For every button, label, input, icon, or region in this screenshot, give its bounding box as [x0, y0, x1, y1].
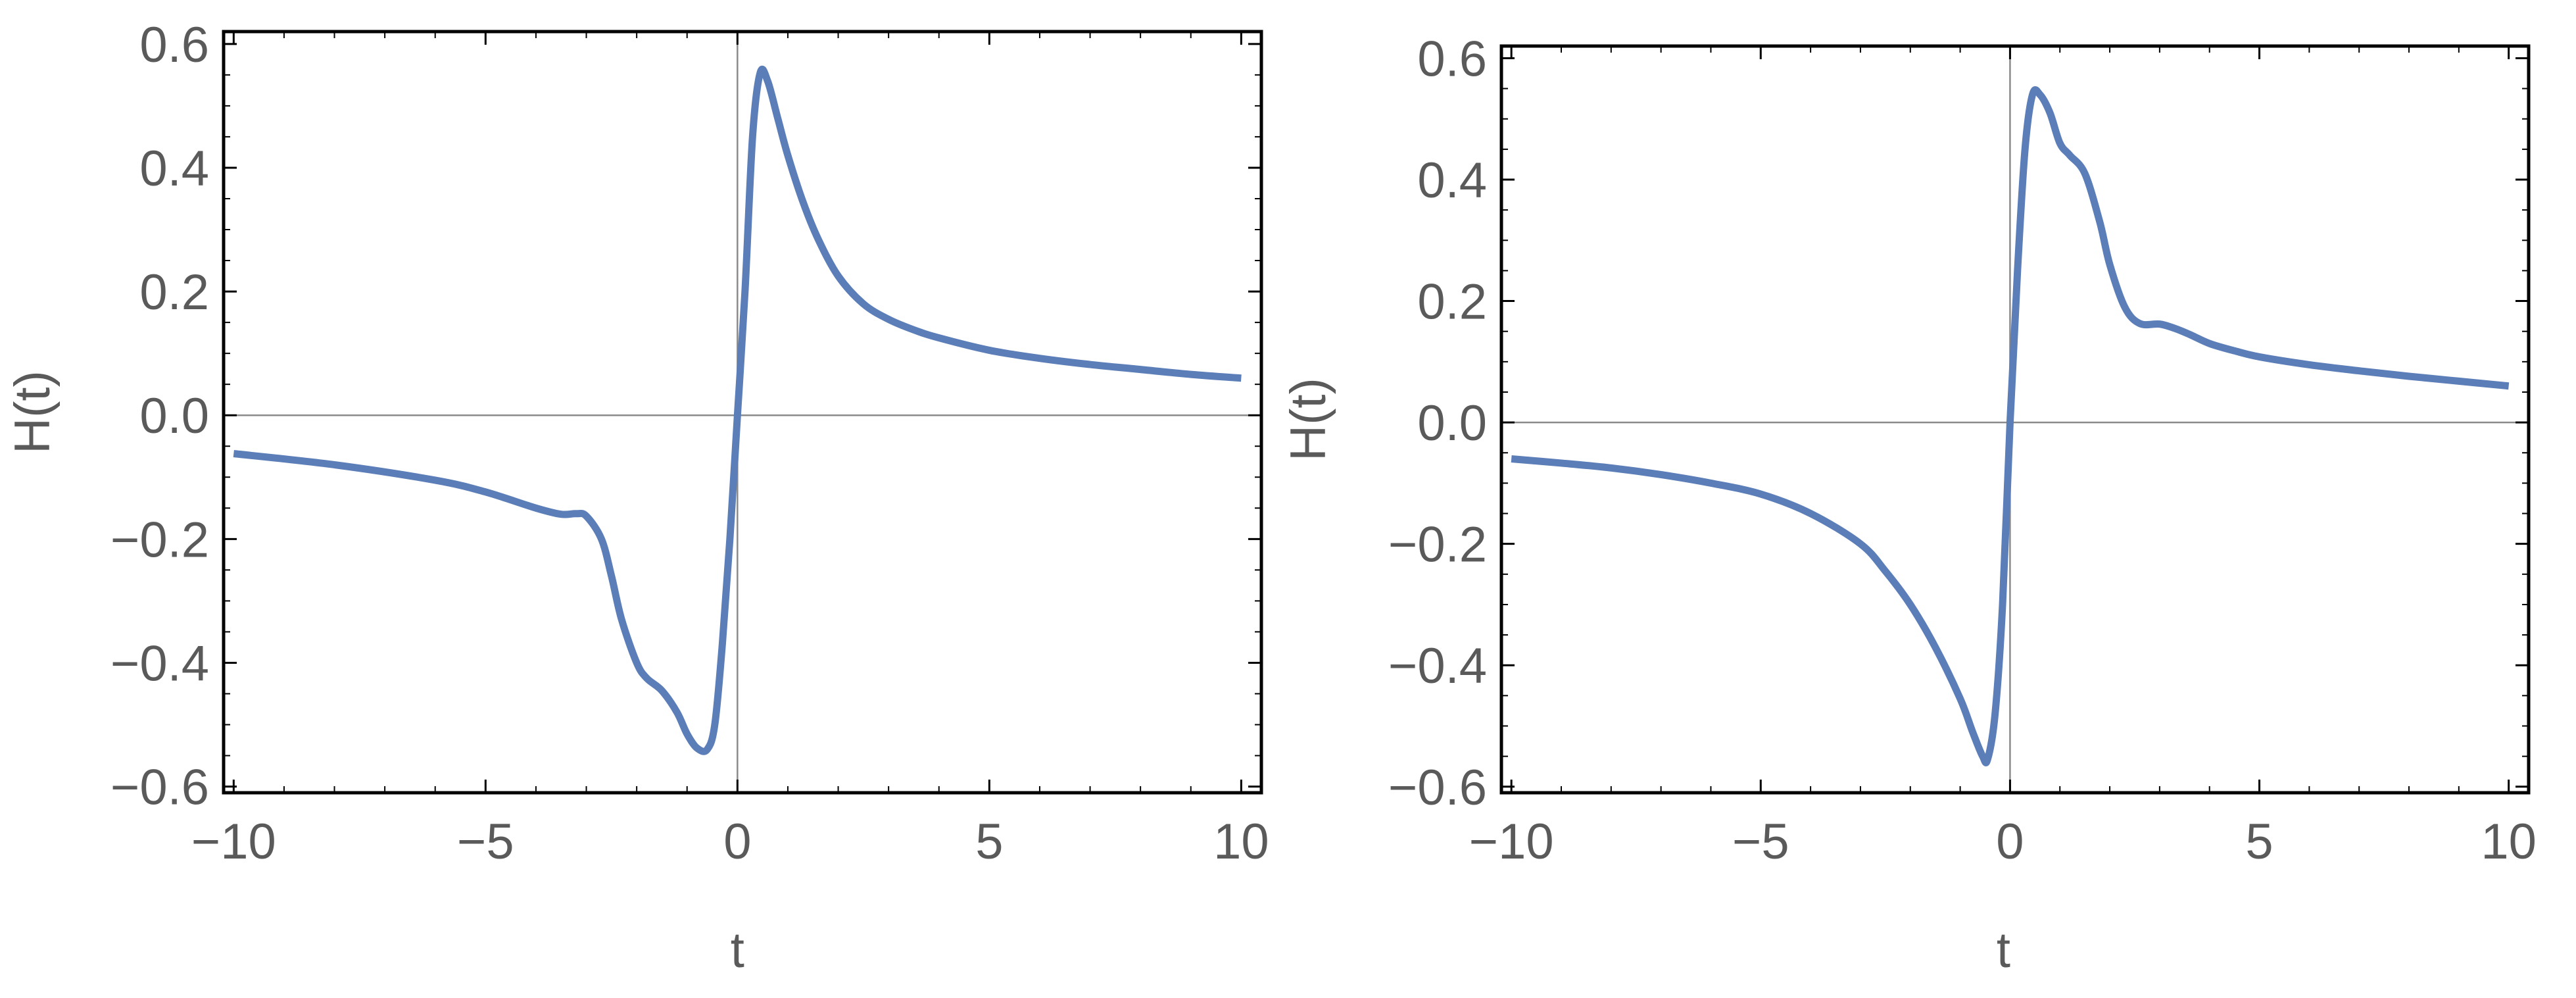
x-tick-label: 10	[2481, 814, 2537, 870]
x-tick-label: 0	[723, 814, 751, 870]
y-axis-label: H(t)	[5, 370, 61, 454]
y-tick-label: −0.6	[1388, 760, 1487, 816]
x-tick-label: −10	[191, 814, 276, 870]
chart-1: −10 −5 0 5 10 −0.6 −0.4 −0.2 0.0 0.2 0.4 0.6 t H(t)	[5, 17, 1269, 978]
x-tick-label: 5	[2245, 814, 2273, 870]
series-line-1	[1511, 86, 2510, 766]
y-tick-label: 0.4	[139, 141, 209, 197]
y-axis-label: H(t)	[1280, 378, 1336, 461]
x-tick-label: −5	[457, 814, 514, 870]
y-tick-label: 0.2	[1417, 274, 1487, 330]
y-tick-label: 0.4	[1417, 153, 1487, 209]
plot-frame	[1499, 44, 2531, 795]
y-tick-label: −0.6	[110, 760, 209, 816]
x-tick-label: 10	[1213, 814, 1269, 870]
y-tick-label: −0.4	[1388, 638, 1487, 694]
x-tick-label: 0	[1996, 814, 2024, 870]
x-tick-label: −10	[1469, 814, 1554, 870]
series-line-1	[233, 65, 1242, 755]
x-tick-label: 5	[975, 814, 1003, 870]
y-tick-label: −0.4	[110, 636, 209, 691]
y-tick-label: 0.0	[139, 388, 209, 444]
x-axis-label: t	[1997, 922, 2010, 978]
y-tick-label: 0.2	[139, 264, 209, 320]
plot-frame	[222, 30, 1263, 795]
y-tick-label: 0.0	[1417, 395, 1487, 451]
y-tick-label: −0.2	[1388, 517, 1487, 573]
x-axis-label: t	[731, 922, 744, 978]
y-tick-label: 0.6	[1417, 31, 1487, 87]
chart-2: −10 −5 0 5 10 −0.6 −0.4 −0.2 0.0 0.2 0.4 0.6 t H(t)	[1280, 31, 2537, 978]
y-tick-label: 0.6	[139, 17, 209, 73]
y-tick-label: −0.2	[110, 512, 209, 568]
x-tick-label: −5	[1732, 814, 1789, 870]
